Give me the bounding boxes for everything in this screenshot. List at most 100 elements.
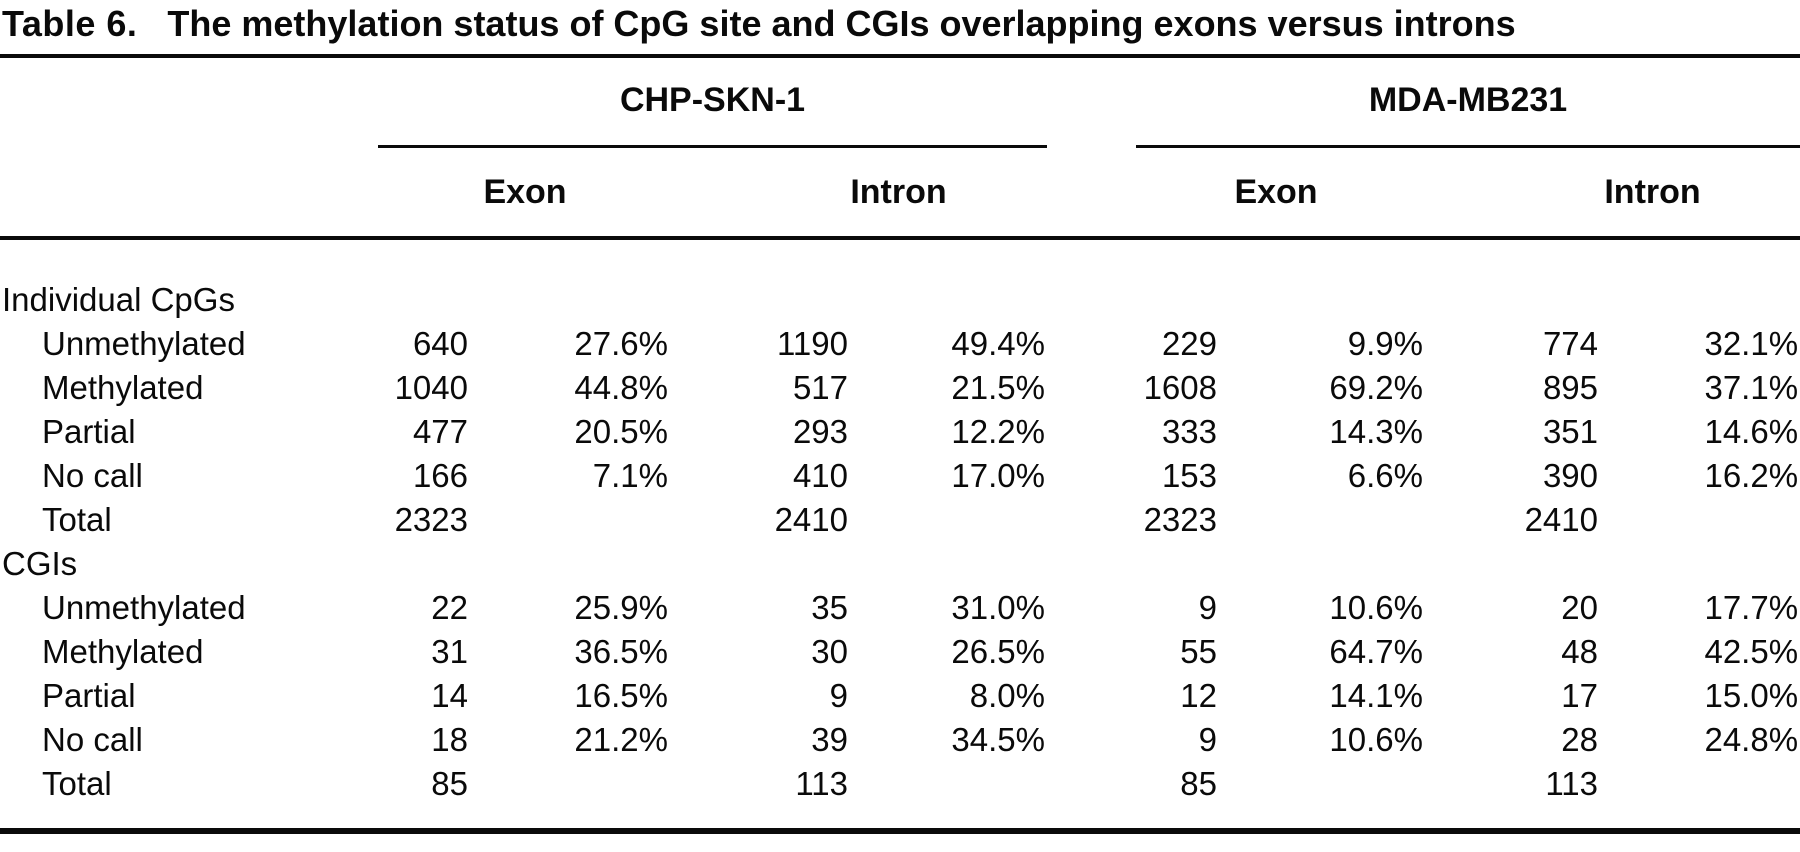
cell: 85 (1180, 765, 1217, 802)
cell: 12.2% (951, 413, 1045, 450)
table-body: Individual CpGs Unmethylated 640 27.6% 1190 4… (0, 238, 1800, 831)
row-label: Unmethylated (42, 325, 246, 362)
table-title: The methylation status of CpG site and C… (167, 3, 1516, 44)
cell: 16.2% (1704, 457, 1799, 494)
cell (670, 542, 850, 586)
cell: 14.6% (1704, 413, 1799, 450)
cell: 1608 (1143, 369, 1217, 406)
cell: 26.5% (951, 633, 1045, 670)
cell: 85 (431, 765, 468, 802)
row-label: No call (42, 721, 143, 758)
empty-header-cell (0, 58, 300, 148)
table-row: Methylated 31 36.5% 30 26.5% 55 64.7% 48 42.5% (0, 630, 1800, 674)
group-header-cell: MDA-MB231 (1047, 58, 1800, 148)
cell (850, 542, 1047, 586)
cell (1600, 762, 1800, 831)
cell: 1040 (394, 369, 468, 406)
cell: 14.1% (1329, 677, 1423, 714)
cell: 6.6% (1347, 457, 1423, 494)
table-row: Unmethylated 640 27.6% 1190 49.4% 229 9.9% 774 3… (0, 322, 1800, 366)
cell: 10.6% (1329, 721, 1423, 758)
cell: 48 (1561, 633, 1598, 670)
cell: 1190 (777, 325, 848, 362)
cell: 640 (412, 325, 468, 362)
cell: 2410 (774, 501, 848, 538)
cell: 390 (1542, 457, 1598, 494)
cell: 895 (1542, 369, 1598, 406)
cell: 113 (1545, 765, 1598, 802)
cell: 34.5% (951, 721, 1045, 758)
cell (1219, 762, 1425, 831)
table-caption: Table 6. The methylation status of CpG si… (0, 0, 1800, 58)
cell: 20.5% (574, 413, 668, 450)
cell: 14.3% (1329, 413, 1423, 450)
group-header-row: CHP-SKN-1 MDA-MB231 (0, 58, 1800, 148)
cell (300, 542, 470, 586)
cell (670, 238, 850, 322)
table-number: Table 6. (2, 3, 138, 44)
cell (470, 542, 670, 586)
cell: 8.0% (969, 677, 1045, 714)
sub-header-row: Exon Intron Exon Intron (0, 148, 1800, 240)
table-row: Individual CpGs (0, 238, 1800, 322)
section-label: CGIs (2, 545, 78, 582)
cell (850, 762, 1047, 831)
cell: 333 (1161, 413, 1217, 450)
cell: 15.0% (1704, 677, 1799, 714)
cell: 18 (431, 721, 468, 758)
cell: 17 (1561, 677, 1598, 714)
group-header-cell: CHP-SKN-1 (300, 58, 1047, 148)
cell: 10.6% (1329, 589, 1423, 626)
cell: 30 (811, 633, 848, 670)
data-table: CHP-SKN-1 MDA-MB231 Exon Intron Exon Int… (0, 58, 1800, 834)
cell: 517 (792, 369, 848, 406)
cell: 293 (792, 413, 848, 450)
cell (1047, 542, 1219, 586)
table-row: Total 85 113 85 113 (0, 762, 1800, 831)
cell (850, 238, 1047, 322)
col-header-exon-1: Exon (300, 148, 670, 240)
cell: 37.1% (1704, 369, 1799, 406)
empty-header-cell (0, 148, 300, 240)
cell: 153 (1161, 457, 1217, 494)
cell: 17.7% (1704, 589, 1799, 626)
cell: 16.5% (574, 677, 668, 714)
cell (1219, 498, 1425, 542)
col-header-intron-1: Intron (670, 148, 1047, 240)
cell: 49.4% (951, 325, 1045, 362)
row-label: Methylated (42, 369, 204, 406)
cell: 31.0% (951, 589, 1045, 626)
cell: 17.0% (951, 457, 1045, 494)
row-label: Total (42, 765, 112, 802)
row-label: Methylated (42, 633, 204, 670)
row-label: Partial (42, 677, 136, 714)
cell (1047, 238, 1219, 322)
cell: 9.9% (1347, 325, 1423, 362)
cell: 9 (1198, 589, 1217, 626)
cell (1219, 238, 1425, 322)
col-header-intron-2: Intron (1425, 148, 1800, 240)
cell: 35 (811, 589, 848, 626)
cell (1425, 238, 1600, 322)
cell (1600, 498, 1800, 542)
table-row: Total 2323 2410 2323 2410 (0, 498, 1800, 542)
cell: 25.9% (574, 589, 668, 626)
row-label: Partial (42, 413, 136, 450)
cell: 477 (412, 413, 468, 450)
cell: 32.1% (1704, 325, 1799, 362)
table-row: No call 18 21.2% 39 34.5% 9 10.6% 28 24.8% (0, 718, 1800, 762)
cell (1219, 542, 1425, 586)
cell: 31 (431, 633, 468, 670)
cell: 64.7% (1329, 633, 1423, 670)
cell: 55 (1180, 633, 1217, 670)
cell: 351 (1542, 413, 1598, 450)
cell: 2410 (1524, 501, 1598, 538)
cell: 229 (1161, 325, 1217, 362)
cell (850, 498, 1047, 542)
col-header-exon-2: Exon (1047, 148, 1425, 240)
table-row: Partial 14 16.5% 9 8.0% 12 14.1% 17 15.0% (0, 674, 1800, 718)
table-row: Methylated 1040 44.8% 517 21.5% 1608 69.2% 895 3… (0, 366, 1800, 410)
table-row: Unmethylated 22 25.9% 35 31.0% 9 10.6% 20 17.7% (0, 586, 1800, 630)
cell (300, 238, 470, 322)
